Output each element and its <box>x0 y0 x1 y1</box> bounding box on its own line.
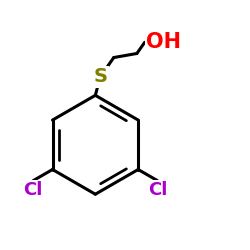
Text: Cl: Cl <box>24 180 43 198</box>
Text: OH: OH <box>146 32 181 52</box>
Text: S: S <box>93 67 107 86</box>
Text: Cl: Cl <box>148 180 167 198</box>
